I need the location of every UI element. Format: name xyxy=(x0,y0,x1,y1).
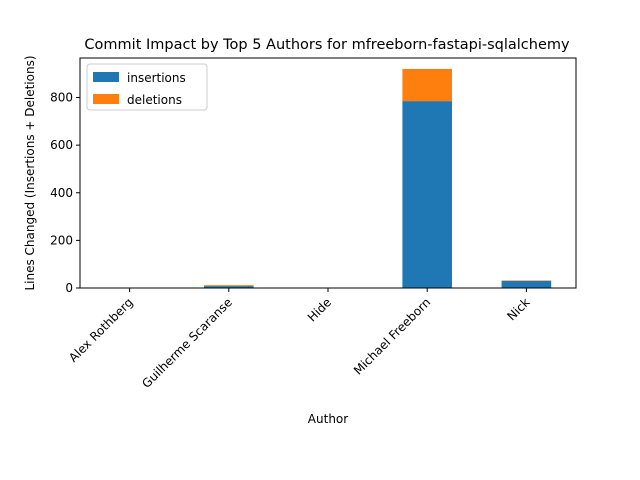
x-tick-label: Guilherme Scaranse xyxy=(139,295,235,391)
legend-label-deletions: deletions xyxy=(127,93,182,107)
legend-swatch-deletions xyxy=(93,94,119,104)
y-axis-label: Lines Changed (Insertions + Deletions) xyxy=(23,55,37,290)
x-axis: Alex Rothberg Guilherme Scaranse Hide Micha… xyxy=(66,288,533,391)
legend: insertions deletions xyxy=(86,63,208,111)
y-axis: 0 200 400 600 800 xyxy=(50,91,80,295)
x-tick-label: Hide xyxy=(305,295,334,324)
bar-insertions xyxy=(501,280,552,288)
x-tick-label: Nick xyxy=(504,295,532,323)
legend-label-insertions: insertions xyxy=(127,71,186,85)
axes-frame xyxy=(79,57,577,289)
y-tick-label: 600 xyxy=(50,138,73,152)
plot-area xyxy=(104,68,552,288)
y-tick-label: 800 xyxy=(50,91,73,105)
bar-deletions xyxy=(204,285,254,287)
legend-swatch-insertions xyxy=(93,72,119,82)
bar-deletions xyxy=(402,68,452,102)
x-axis-label: Author xyxy=(308,412,348,426)
chart-title: Commit Impact by Top 5 Authors for mfree… xyxy=(84,37,570,53)
y-tick-label: 200 xyxy=(50,233,73,247)
y-tick-label: 400 xyxy=(50,186,73,200)
x-tick-label: Alex Rothberg xyxy=(66,295,136,365)
bar-insertions xyxy=(204,286,254,288)
x-tick-label: Michael Freeborn xyxy=(351,295,433,377)
y-tick-label: 0 xyxy=(65,281,73,295)
bar-insertions xyxy=(402,101,452,288)
